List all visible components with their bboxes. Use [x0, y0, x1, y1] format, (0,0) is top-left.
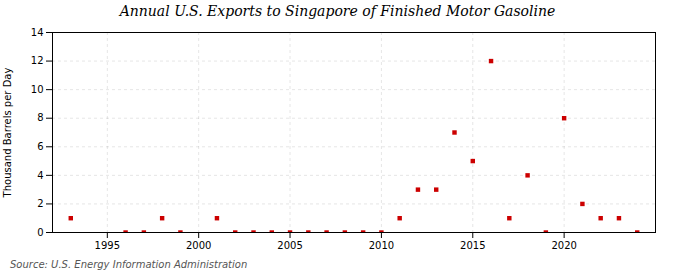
svg-text:2010: 2010: [369, 240, 394, 251]
svg-text:12: 12: [31, 55, 44, 66]
svg-text:14: 14: [31, 27, 44, 38]
html-text:Source: U.S. Energy Informatio: Source: U.S. Energy Information Administ…: [10, 259, 248, 270]
html-text:Annual U.S. Exports to Singapo: Annual U.S. Exports to Singapore of Fini…: [119, 3, 556, 19]
svg-text:6: 6: [37, 141, 43, 152]
svg-text:4: 4: [37, 170, 43, 181]
svg-text:10: 10: [31, 84, 44, 95]
svg-text:2: 2: [37, 198, 43, 209]
svg-text:2020: 2020: [551, 240, 576, 251]
svg-text:8: 8: [37, 112, 43, 123]
svg-text:1995: 1995: [95, 240, 120, 251]
svg-text:Thousand Barrels per Day: Thousand Barrels per Day: [2, 68, 13, 199]
svg-text:2005: 2005: [277, 240, 302, 251]
svg-text:2015: 2015: [460, 240, 485, 251]
svg-text:0: 0: [37, 227, 43, 238]
svg-text:2000: 2000: [186, 240, 211, 251]
